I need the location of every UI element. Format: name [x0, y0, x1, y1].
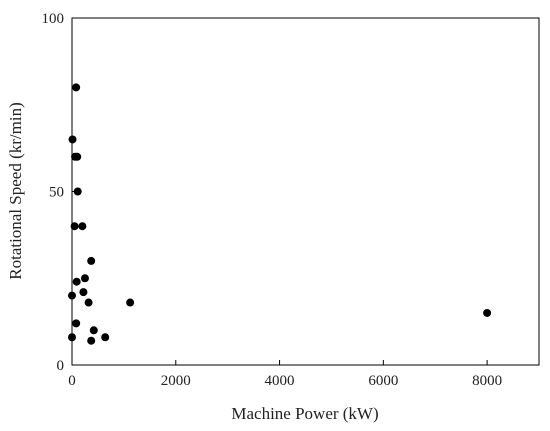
data-point — [483, 308, 492, 317]
x-tick-label: 2000 — [161, 373, 191, 389]
y-tick-label: 0 — [57, 358, 65, 374]
y-tick-label: 50 — [49, 185, 64, 201]
x-tick-label: 6000 — [368, 373, 398, 389]
data-point — [79, 288, 88, 297]
data-point — [87, 336, 96, 345]
data-point — [71, 152, 80, 161]
data-point — [68, 291, 76, 300]
data-point — [72, 83, 81, 92]
data-point — [89, 326, 98, 335]
y-tick-label: 100 — [42, 11, 65, 27]
data-point — [87, 256, 96, 265]
data-point — [70, 222, 79, 231]
data-point — [72, 277, 81, 286]
data-point — [68, 135, 77, 144]
data-point — [73, 187, 82, 196]
x-axis-title: Machine Power (kW) — [231, 404, 378, 423]
data-point — [68, 333, 76, 342]
data-point — [101, 333, 110, 342]
data-points — [68, 83, 492, 345]
data-point — [84, 298, 93, 307]
plot-frame — [71, 17, 540, 366]
data-point — [78, 222, 87, 231]
data-point — [80, 274, 89, 283]
y-axis: 0 50 100 — [42, 11, 77, 374]
x-tick-label: 0 — [68, 373, 76, 389]
x-tick-label: 8000 — [472, 373, 502, 389]
data-point — [126, 298, 135, 307]
y-axis-title: Rotational Speed (kr/min) — [6, 102, 25, 280]
data-point — [72, 319, 81, 328]
x-tick-label: 4000 — [265, 373, 295, 389]
x-axis: 0 2000 4000 6000 8000 — [68, 360, 502, 389]
